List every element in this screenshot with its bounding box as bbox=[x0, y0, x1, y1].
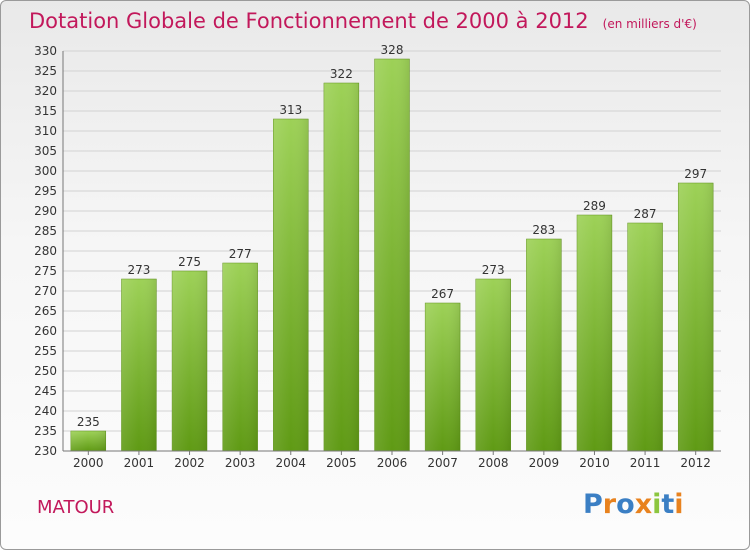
y-tick-label: 305 bbox=[34, 144, 57, 158]
bar-shine-2000 bbox=[70, 431, 106, 451]
value-label-2006: 328 bbox=[381, 43, 404, 57]
bar-shine-2002 bbox=[172, 271, 208, 451]
logo-letter: t bbox=[661, 489, 675, 520]
x-tick-label-2003: 2003 bbox=[225, 456, 256, 470]
value-label-2007: 267 bbox=[431, 287, 454, 301]
x-tick-label-2010: 2010 bbox=[579, 456, 610, 470]
y-tick-label: 330 bbox=[34, 44, 57, 58]
axis-layer: 230 235 240 245 250 255 260 265 270 275 280 285 290 2… bbox=[34, 44, 721, 470]
bar-shine-2009 bbox=[526, 239, 562, 451]
value-label-2000: 235 bbox=[77, 415, 100, 429]
value-label-2004: 313 bbox=[279, 103, 302, 117]
y-tick-label: 275 bbox=[34, 264, 57, 278]
y-tick-label: 290 bbox=[34, 204, 57, 218]
value-label-2010: 289 bbox=[583, 199, 606, 213]
x-tick-label-2008: 2008 bbox=[478, 456, 509, 470]
y-tick-label: 270 bbox=[34, 284, 57, 298]
bar-shine-2010 bbox=[576, 215, 612, 451]
bar-shine-2008 bbox=[475, 279, 511, 451]
y-tick-label: 250 bbox=[34, 364, 57, 378]
x-tick-label-2006: 2006 bbox=[377, 456, 408, 470]
bar-shine-2001 bbox=[121, 279, 157, 451]
y-tick-label: 325 bbox=[34, 64, 57, 78]
logo-letter: i bbox=[674, 489, 684, 520]
y-tick-label: 300 bbox=[34, 164, 57, 178]
logo-letter: r bbox=[602, 489, 617, 520]
y-tick-label: 295 bbox=[34, 184, 57, 198]
bar-shine-2011 bbox=[627, 223, 663, 451]
x-tick-label-2000: 2000 bbox=[73, 456, 104, 470]
x-tick-label-2007: 2007 bbox=[427, 456, 458, 470]
chart-title: Dotation Globale de Fonctionnement de 20… bbox=[29, 9, 697, 33]
value-label-2009: 283 bbox=[532, 223, 555, 237]
y-tick-label: 255 bbox=[34, 344, 57, 358]
label-layer: 235 273 275 277 313 322 328 267 273 283 289 287 297 bbox=[77, 43, 707, 429]
x-tick-label-2012: 2012 bbox=[680, 456, 711, 470]
bar-shine-2007 bbox=[425, 303, 461, 451]
x-tick-label-2002: 2002 bbox=[174, 456, 205, 470]
x-tick-label-2009: 2009 bbox=[529, 456, 560, 470]
value-label-2003: 277 bbox=[229, 247, 252, 261]
bar-shine-2004 bbox=[273, 119, 309, 451]
y-tick-label: 280 bbox=[34, 244, 57, 258]
y-tick-label: 285 bbox=[34, 224, 57, 238]
y-tick-label: 230 bbox=[34, 444, 57, 458]
x-tick-label-2011: 2011 bbox=[630, 456, 661, 470]
logo-letter: o bbox=[616, 489, 635, 520]
value-label-2012: 297 bbox=[684, 167, 707, 181]
logo-letter: i bbox=[652, 489, 662, 520]
x-tick-label-2005: 2005 bbox=[326, 456, 357, 470]
y-tick-label: 265 bbox=[34, 304, 57, 318]
logo-letter: P bbox=[583, 489, 603, 520]
y-tick-label: 240 bbox=[34, 404, 57, 418]
bar-shine-2005 bbox=[323, 83, 359, 451]
bar-shine-2012 bbox=[678, 183, 714, 451]
y-tick-label: 260 bbox=[34, 324, 57, 338]
bar-shine-2003 bbox=[222, 263, 258, 451]
logo-letter: x bbox=[634, 489, 653, 520]
x-tick-label-2004: 2004 bbox=[275, 456, 306, 470]
value-label-2005: 322 bbox=[330, 67, 353, 81]
value-label-2001: 273 bbox=[127, 263, 150, 277]
chart-title-text: Dotation Globale de Fonctionnement de 20… bbox=[29, 9, 589, 33]
value-label-2002: 275 bbox=[178, 255, 201, 269]
y-tick-label: 320 bbox=[34, 84, 57, 98]
bar-shine-2006 bbox=[374, 59, 410, 451]
y-tick-label: 315 bbox=[34, 104, 57, 118]
y-tick-label: 310 bbox=[34, 124, 57, 138]
commune-name: MATOUR bbox=[37, 497, 115, 518]
proxiti-logo[interactable]: Proxiti bbox=[583, 489, 684, 520]
chart-subtitle: (en milliers d'€) bbox=[602, 17, 697, 31]
x-tick-label-2001: 2001 bbox=[124, 456, 155, 470]
y-tick-label: 235 bbox=[34, 424, 57, 438]
value-label-2011: 287 bbox=[634, 207, 657, 221]
value-label-2008: 273 bbox=[482, 263, 505, 277]
bar-layer bbox=[70, 58, 714, 452]
y-tick-label: 245 bbox=[34, 384, 57, 398]
